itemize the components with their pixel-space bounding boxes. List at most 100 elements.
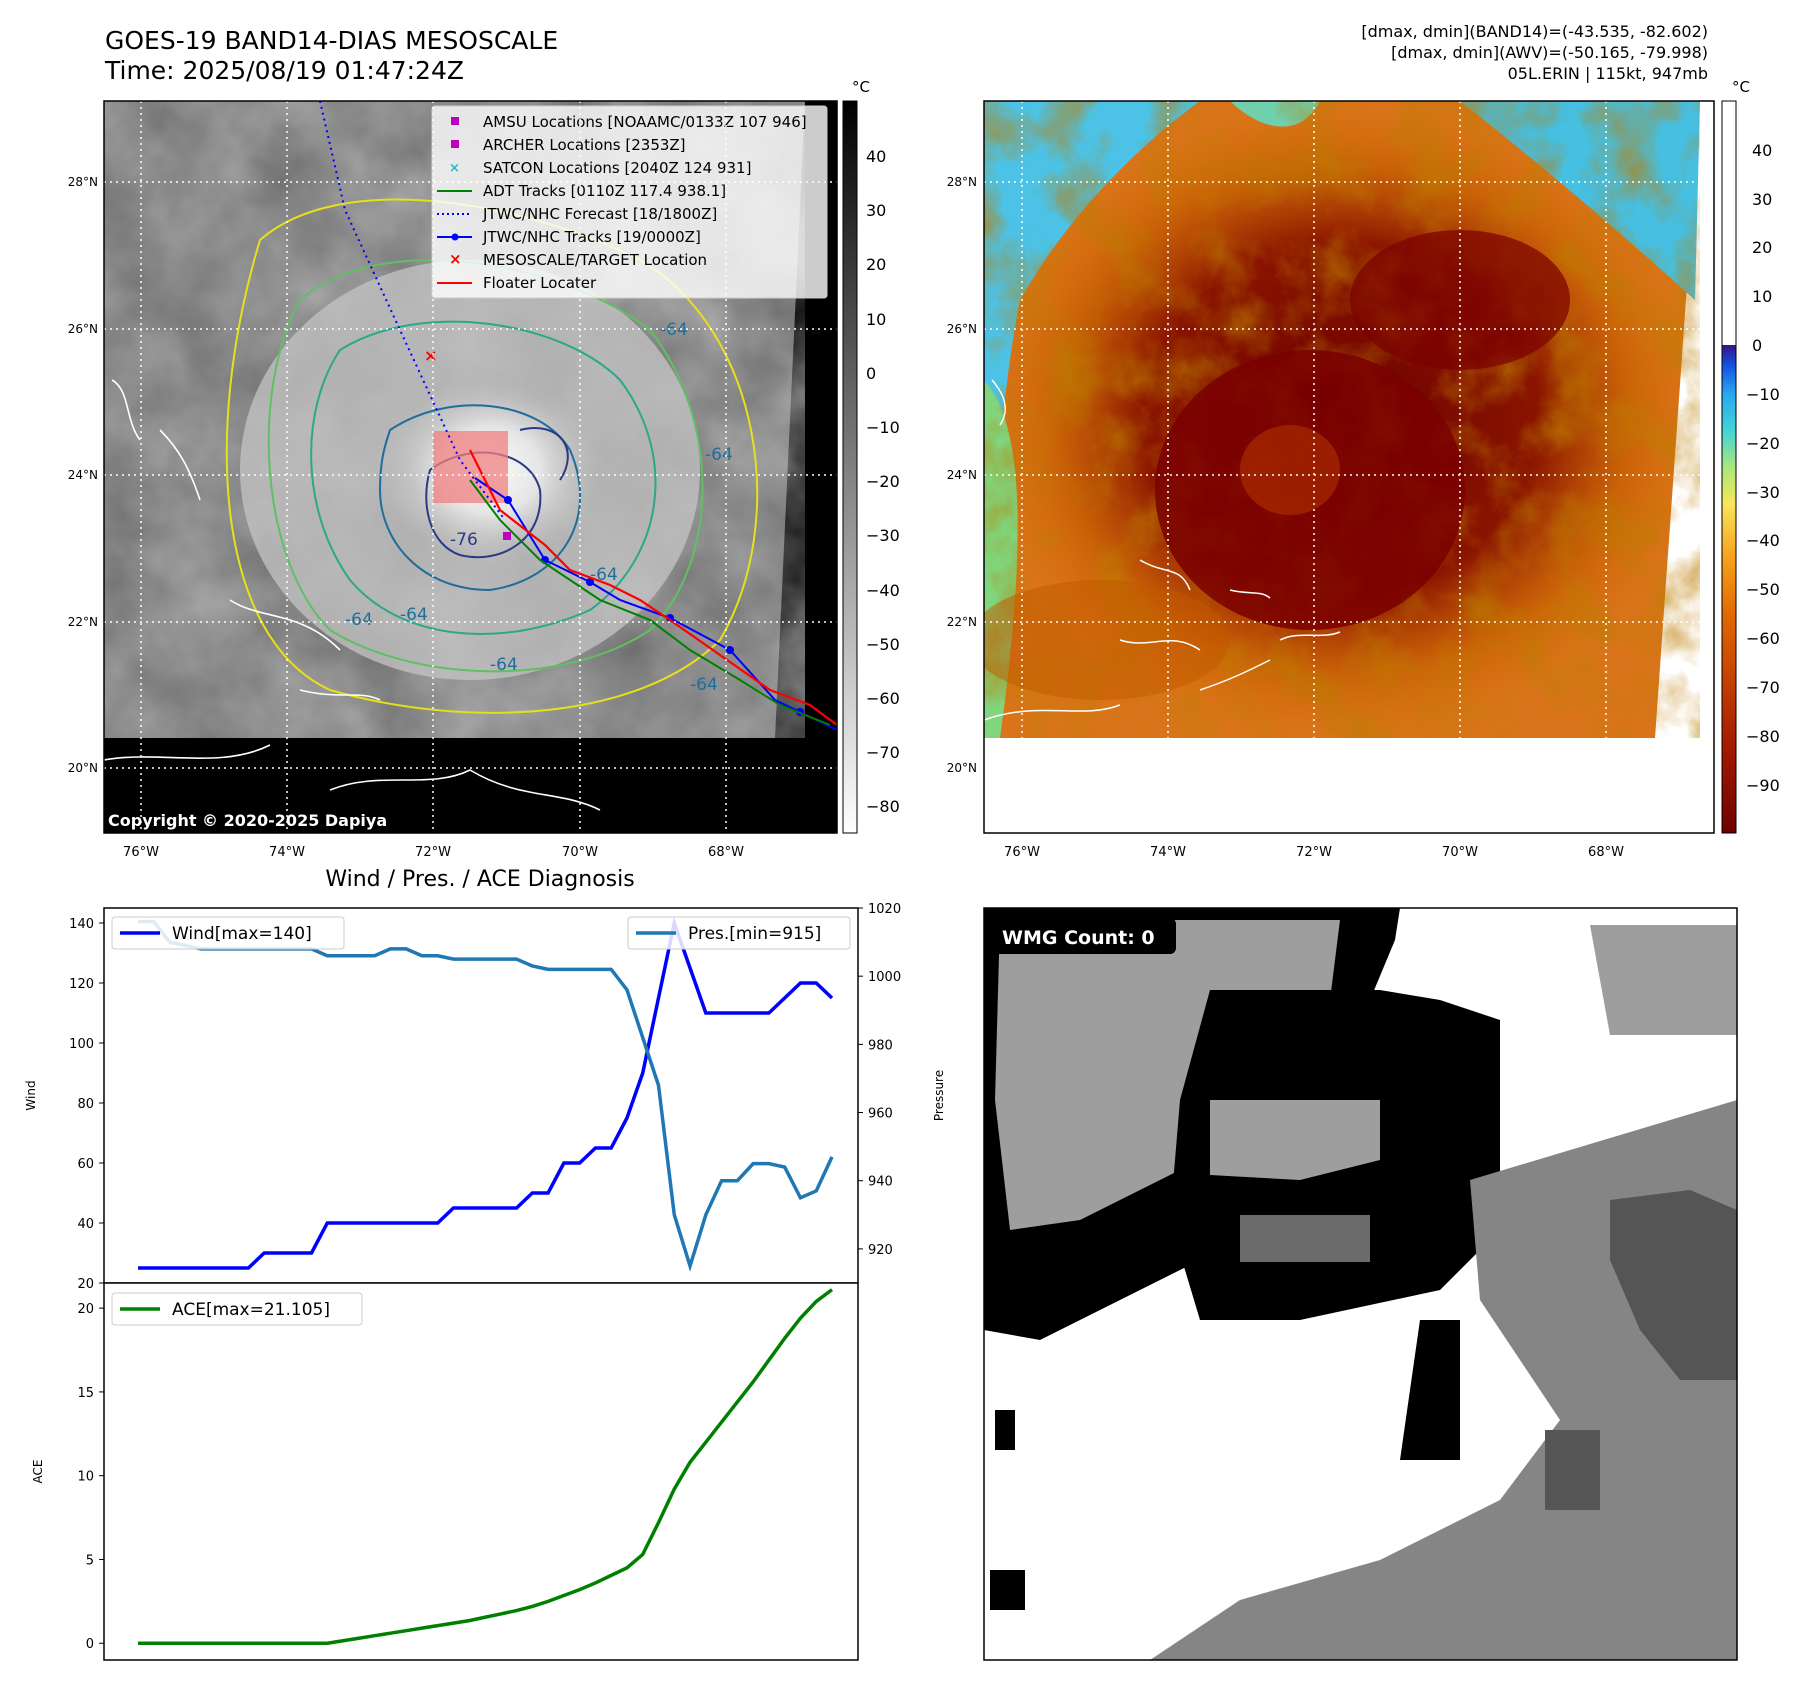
colorbar-tick: 20 [866, 255, 886, 274]
colorbar-tick: −30 [866, 526, 900, 545]
ir-map-lon-ticks: 76°W 74°W 72°W 70°W 68°W [123, 845, 744, 860]
wind-ytick-label: 20 [77, 1277, 94, 1292]
lon-tick: 72°W [1296, 845, 1332, 860]
satcon-x-icon: × [449, 161, 460, 176]
contour-label: -76 [450, 530, 478, 550]
lat-tick: 26°N [68, 322, 98, 336]
ace-series-line [138, 1288, 834, 1645]
colorbar-tick: 40 [866, 147, 886, 166]
contour-label: -64 [705, 445, 733, 465]
ace-ytick-label: 5 [86, 1553, 94, 1568]
lat-tick: 28°N [68, 175, 98, 189]
wind-ytick-label: 40 [77, 1217, 94, 1232]
contour-label-group: -76 -64 -64 -64 -64 -64 -64 -64 [345, 320, 733, 695]
ace-legend-label: ACE[max=21.105] [172, 1300, 330, 1320]
ace-ytick-label: 15 [77, 1386, 94, 1401]
pressure-axis-label: Pressure [932, 1070, 946, 1121]
colorbar-tick: −70 [1746, 678, 1780, 697]
wind-series-line [138, 916, 834, 1270]
wind-legend-box [111, 916, 345, 950]
color-colorbar-ticks: 40 30 20 10 0 −10 −20 −30 −40 −50 −60 −7… [1746, 141, 1780, 795]
wind-ytick-label: 140 [69, 917, 94, 932]
color-ir-map-panel [984, 101, 1714, 833]
lon-tick: 70°W [562, 845, 598, 860]
legend-label: Floater Locater [483, 274, 597, 292]
lon-tick: 72°W [415, 845, 451, 860]
legend-label: JTWC/NHC Tracks [19/0000Z] [482, 228, 701, 246]
wind-ytick-label: 80 [77, 1097, 94, 1112]
colorbar-tick: −60 [1746, 629, 1780, 648]
lon-tick: 68°W [1588, 845, 1624, 860]
contour-label: -64 [660, 320, 688, 340]
lat-tick: 20°N [68, 761, 98, 775]
lat-tick: 28°N [947, 175, 977, 189]
pressure-ytick-label: 940 [868, 1175, 893, 1190]
color-map-grid [984, 101, 1714, 833]
figure-title: GOES-19 BAND14-DIAS MESOSCALE [105, 26, 559, 55]
band14-dmax-dmin: [dmax, dmin](BAND14)=(-43.535, -82.602) [1361, 22, 1708, 41]
ace-chart: 0 5 10 15 20 ACE ACE[max=21.105] [31, 1282, 859, 1661]
lat-tick: 24°N [947, 468, 977, 482]
archer-square-icon [451, 140, 459, 148]
legend-label: SATCON Locations [2040Z 124 931] [483, 159, 751, 177]
lon-tick: 74°W [1150, 845, 1186, 860]
pressure-ytick-label: 1000 [868, 970, 901, 985]
ace-ytick-label: 0 [86, 1637, 94, 1652]
lat-tick: 22°N [68, 615, 98, 629]
lon-tick: 70°W [1442, 845, 1478, 860]
colorbar-tick: 30 [866, 201, 886, 220]
contour-label: -64 [400, 605, 428, 625]
figure-time: Time: 2025/08/19 01:47:24Z [105, 56, 464, 85]
pressure-legend-label: Pres.[min=915] [688, 924, 821, 944]
pressure-legend-box [627, 916, 851, 950]
legend-label: ADT Tracks [0110Z 117.4 938.1] [483, 182, 726, 200]
lon-tick: 74°W [269, 845, 305, 860]
svg-text:×: × [424, 346, 437, 365]
copyright-label: Copyright © 2020-2025 Dapiya [108, 811, 387, 830]
colorbar-tick: −50 [1746, 580, 1780, 599]
contour-label: -64 [690, 675, 718, 695]
amsu-square-icon [451, 117, 459, 125]
colorbar-tick: 40 [1752, 141, 1772, 160]
colorbar-tick: −20 [866, 472, 900, 491]
pressure-ytick-label: 920 [868, 1243, 893, 1258]
target-x-icon: × [449, 250, 462, 268]
colorbar-tick: 0 [866, 364, 876, 383]
ir-map-grid [104, 101, 837, 833]
colorbar-tick: −30 [1746, 483, 1780, 502]
wind-legend-label: Wind[max=140] [172, 924, 312, 944]
colorbar-tick: −40 [1746, 531, 1780, 550]
ace-legend-box [111, 1292, 363, 1326]
ace-ytick-label: 10 [77, 1470, 94, 1485]
ace-ytick-label: 20 [77, 1302, 94, 1317]
ace-axis-label: ACE [31, 1460, 45, 1484]
legend-label: ARCHER Locations [2353Z] [483, 136, 686, 154]
colorbar-tick: 30 [1752, 190, 1772, 209]
colorbar-tick: 0 [1752, 336, 1762, 355]
wind-axis-label: Wind [24, 1080, 38, 1110]
lat-tick: 26°N [947, 322, 977, 336]
color-map-lat-ticks: 28°N 26°N 24°N 22°N 20°N [947, 175, 977, 775]
colorbar-unit: °C [852, 78, 870, 96]
colorbar-tick: −50 [866, 635, 900, 654]
contour-label: -64 [590, 565, 618, 585]
colorbar-tick: −10 [866, 418, 900, 437]
lon-tick: 76°W [123, 845, 159, 860]
legend-label: JTWC/NHC Forecast [18/1800Z] [482, 205, 717, 223]
contour-label: -64 [345, 610, 373, 630]
pressure-ytick-label: 980 [868, 1038, 893, 1053]
colorbar-tick: −20 [1746, 434, 1780, 453]
pressure-ytick-label: 960 [868, 1107, 893, 1122]
colorbar-tick: −10 [1746, 385, 1780, 404]
storm-info: 05L.ERIN | 115kt, 947mb [1507, 64, 1708, 83]
ir-colorbar [842, 100, 858, 834]
lat-tick: 24°N [68, 468, 98, 482]
ace-plot-frame [103, 1282, 859, 1661]
colorbar-tick: 10 [1752, 287, 1772, 306]
ir-map-lat-ticks: 28°N 26°N 24°N 22°N 20°N [68, 175, 98, 775]
wind-ytick-label: 120 [69, 977, 94, 992]
color-ir-colorbar [1721, 100, 1737, 834]
map-legend: × × AMSU Locations [NOAAMC/0133Z 107 946… [431, 105, 828, 299]
lat-tick: 22°N [947, 615, 977, 629]
ir-colorbar-ticks: 40 30 20 10 0 −10 −20 −30 −40 −50 −60 −7… [866, 147, 900, 816]
